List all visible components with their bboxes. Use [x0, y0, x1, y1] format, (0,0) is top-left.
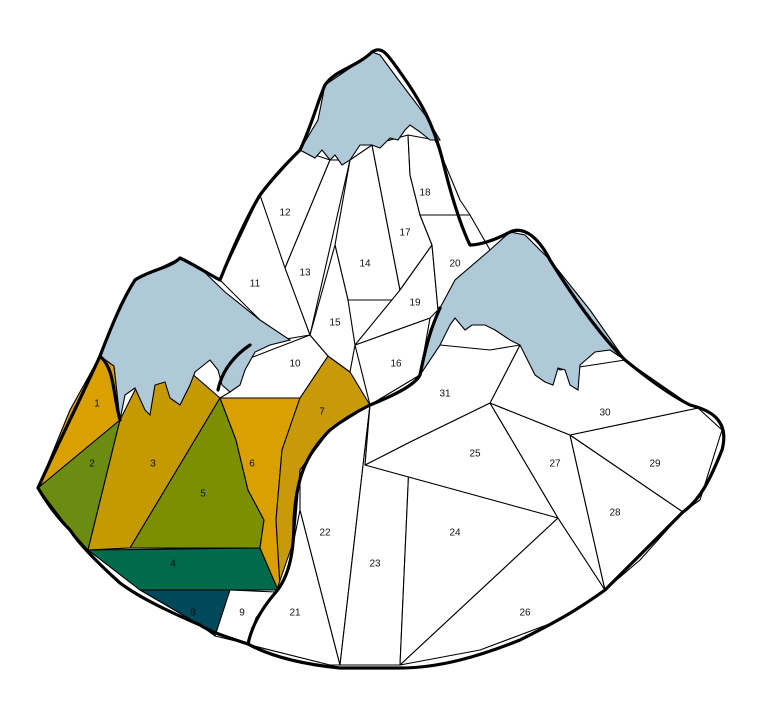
mid-mountain-outline [216, 343, 252, 392]
river-outline-left [246, 403, 372, 646]
left-slope-outline [98, 354, 122, 422]
region-4[interactable] [87, 547, 279, 591]
region-8[interactable] [139, 589, 231, 637]
river-outline-right [368, 306, 442, 407]
picture-outline [36, 48, 726, 670]
